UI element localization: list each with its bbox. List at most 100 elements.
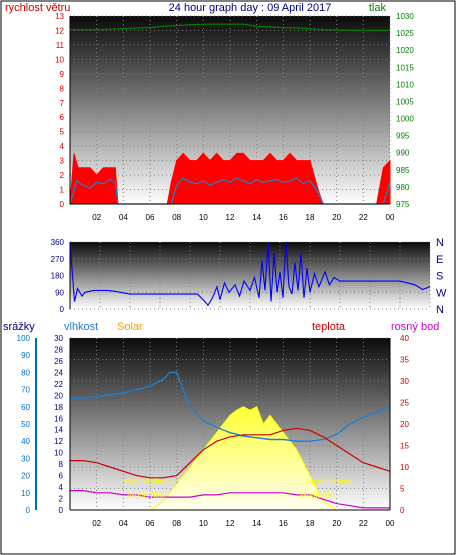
x-tick-label: 16 <box>279 213 288 222</box>
temperature-tick: 20 <box>400 420 409 429</box>
x-tick-label: 10 <box>199 213 208 222</box>
pressure-tick: 995 <box>396 132 410 141</box>
pressure-tick: 1025 <box>396 29 414 38</box>
x-tick-label: 06 <box>146 213 155 222</box>
pressure-tick: 975 <box>396 200 410 209</box>
temperature-tick: 35 <box>400 356 409 365</box>
rain-tick: 50 <box>21 420 30 429</box>
temperature-tick: 15 <box>400 442 409 451</box>
pressure-tick: 1000 <box>396 115 414 124</box>
wind-direction-line <box>69 241 431 307</box>
wind-panel-axes: 0123456789101112139759809859909951000100… <box>55 12 414 209</box>
wind-speed-tick: 3 <box>60 157 65 166</box>
compass-tick: E <box>436 254 443 266</box>
rain-tick: 90 <box>21 351 30 360</box>
x-tick-label: 10 <box>199 519 208 528</box>
direction-degree-tick: 360 <box>51 238 65 247</box>
humidity-tick: 18 <box>54 403 63 412</box>
humidity-tick: 28 <box>54 345 63 354</box>
wind-speed-tick: 11 <box>56 41 65 50</box>
x-tick-label: 04 <box>119 519 128 528</box>
temperature-tick: 0 <box>400 506 405 515</box>
direction-degree-tick: 270 <box>51 255 65 264</box>
x-tick-label: 20 <box>332 213 341 222</box>
solar-label: Solar <box>117 321 143 333</box>
x-tick-label: 18 <box>306 519 315 528</box>
humidity-tick: 0 <box>59 506 64 515</box>
humidity-tick: 6 <box>59 472 64 481</box>
humidity-tick: 24 <box>54 368 63 377</box>
wind-panel-series <box>69 23 391 205</box>
humidity-tick: 30 <box>54 334 63 343</box>
climate-panel-axes: 0102030405060708090100024681012141618202… <box>17 334 410 515</box>
pressure-tick: 1020 <box>396 46 414 55</box>
wind-speed-tick: 5 <box>60 128 65 137</box>
x-tick-label: 08 <box>172 519 181 528</box>
direction-degree-tick: 90 <box>55 288 64 297</box>
wind-speed-tick: 10 <box>55 55 64 64</box>
direction-panel-grid <box>70 241 431 310</box>
temperature-tick: 10 <box>400 463 409 472</box>
wind-speed-tick: 4 <box>60 142 65 151</box>
humidity-tick: 16 <box>54 414 63 423</box>
rain-tick: 70 <box>21 386 30 395</box>
pressure-line <box>70 23 390 31</box>
pressure-tick: 1030 <box>396 12 414 21</box>
humidity-tick: 8 <box>59 460 64 469</box>
pressure-tick: 990 <box>396 149 410 158</box>
rain-tick: 60 <box>21 403 30 412</box>
wind-pressure-panel: 02 04 06 08 10 12 14 16 18 20 22 00 012345678910111… <box>55 12 414 222</box>
temperature-tick: 5 <box>400 485 405 494</box>
x-tick-label: 16 <box>279 519 288 528</box>
direction-degree-tick: 0 <box>60 305 65 314</box>
climate-panel: 02 04 06 08 10 12 14 16 18 20 22 00 010203040506070… <box>17 334 410 528</box>
compass-tick: N <box>436 304 444 316</box>
rain-tick: 80 <box>21 368 30 377</box>
rain-tick: 10 <box>21 489 30 498</box>
sunrise-annotation: východ slunce <box>124 477 175 486</box>
pressure-tick: 980 <box>396 183 410 192</box>
compass-tick: S <box>436 271 443 283</box>
pressure-tick: 1010 <box>396 80 414 89</box>
dew-point-label: rosný bod <box>391 321 439 333</box>
temperature-line <box>70 427 391 479</box>
pressure-tick: 1015 <box>396 63 414 72</box>
x-tick-label: 06 <box>146 519 155 528</box>
rain-tick: 40 <box>21 437 30 446</box>
wind-speed-tick: 8 <box>60 84 65 93</box>
humidity-tick: 20 <box>54 391 63 400</box>
wind-speed-tick: 6 <box>60 113 65 122</box>
direction-degree-tick: 180 <box>51 272 65 281</box>
wind-speed-tick: 13 <box>55 12 64 21</box>
dew-point-line <box>70 490 390 509</box>
wind-speed-tick: 7 <box>60 99 65 108</box>
temperature-tick: 30 <box>400 377 409 386</box>
wind-speed-tick: 0 <box>60 200 65 209</box>
rain-tick: 0 <box>26 506 31 515</box>
wind-speed-tick: 1 <box>60 186 65 195</box>
humidity-tick: 14 <box>54 426 63 435</box>
humidity-line <box>70 371 391 442</box>
pressure-label: tlak <box>369 2 387 14</box>
pressure-tick: 985 <box>396 166 410 175</box>
wind-average-line <box>69 177 391 205</box>
wind-speed-tick: 2 <box>60 171 65 180</box>
x-tick-label: 20 <box>332 519 341 528</box>
rain-tick: 30 <box>21 454 30 463</box>
humidity-tick: 12 <box>54 437 63 446</box>
moonset-annotation: Moon Set <box>300 491 335 500</box>
x-tick-label: 04 <box>119 213 128 222</box>
wind-speed-label: rychlost větru <box>5 2 70 14</box>
x-tick-label: 02 <box>92 213 101 222</box>
compass-tick: N <box>436 237 444 249</box>
chart-title: 24 hour graph day : 09 April 2017 <box>169 2 332 14</box>
humidity-tick: 10 <box>54 449 63 458</box>
rain-label: srážky <box>3 321 35 333</box>
rain-tick: 20 <box>21 472 30 481</box>
x-tick-label: 00 <box>386 213 395 222</box>
x-tick-label: 14 <box>252 213 261 222</box>
x-tick-label: 22 <box>359 213 368 222</box>
pressure-tick: 1005 <box>396 97 414 106</box>
humidity-tick: 2 <box>59 495 64 504</box>
